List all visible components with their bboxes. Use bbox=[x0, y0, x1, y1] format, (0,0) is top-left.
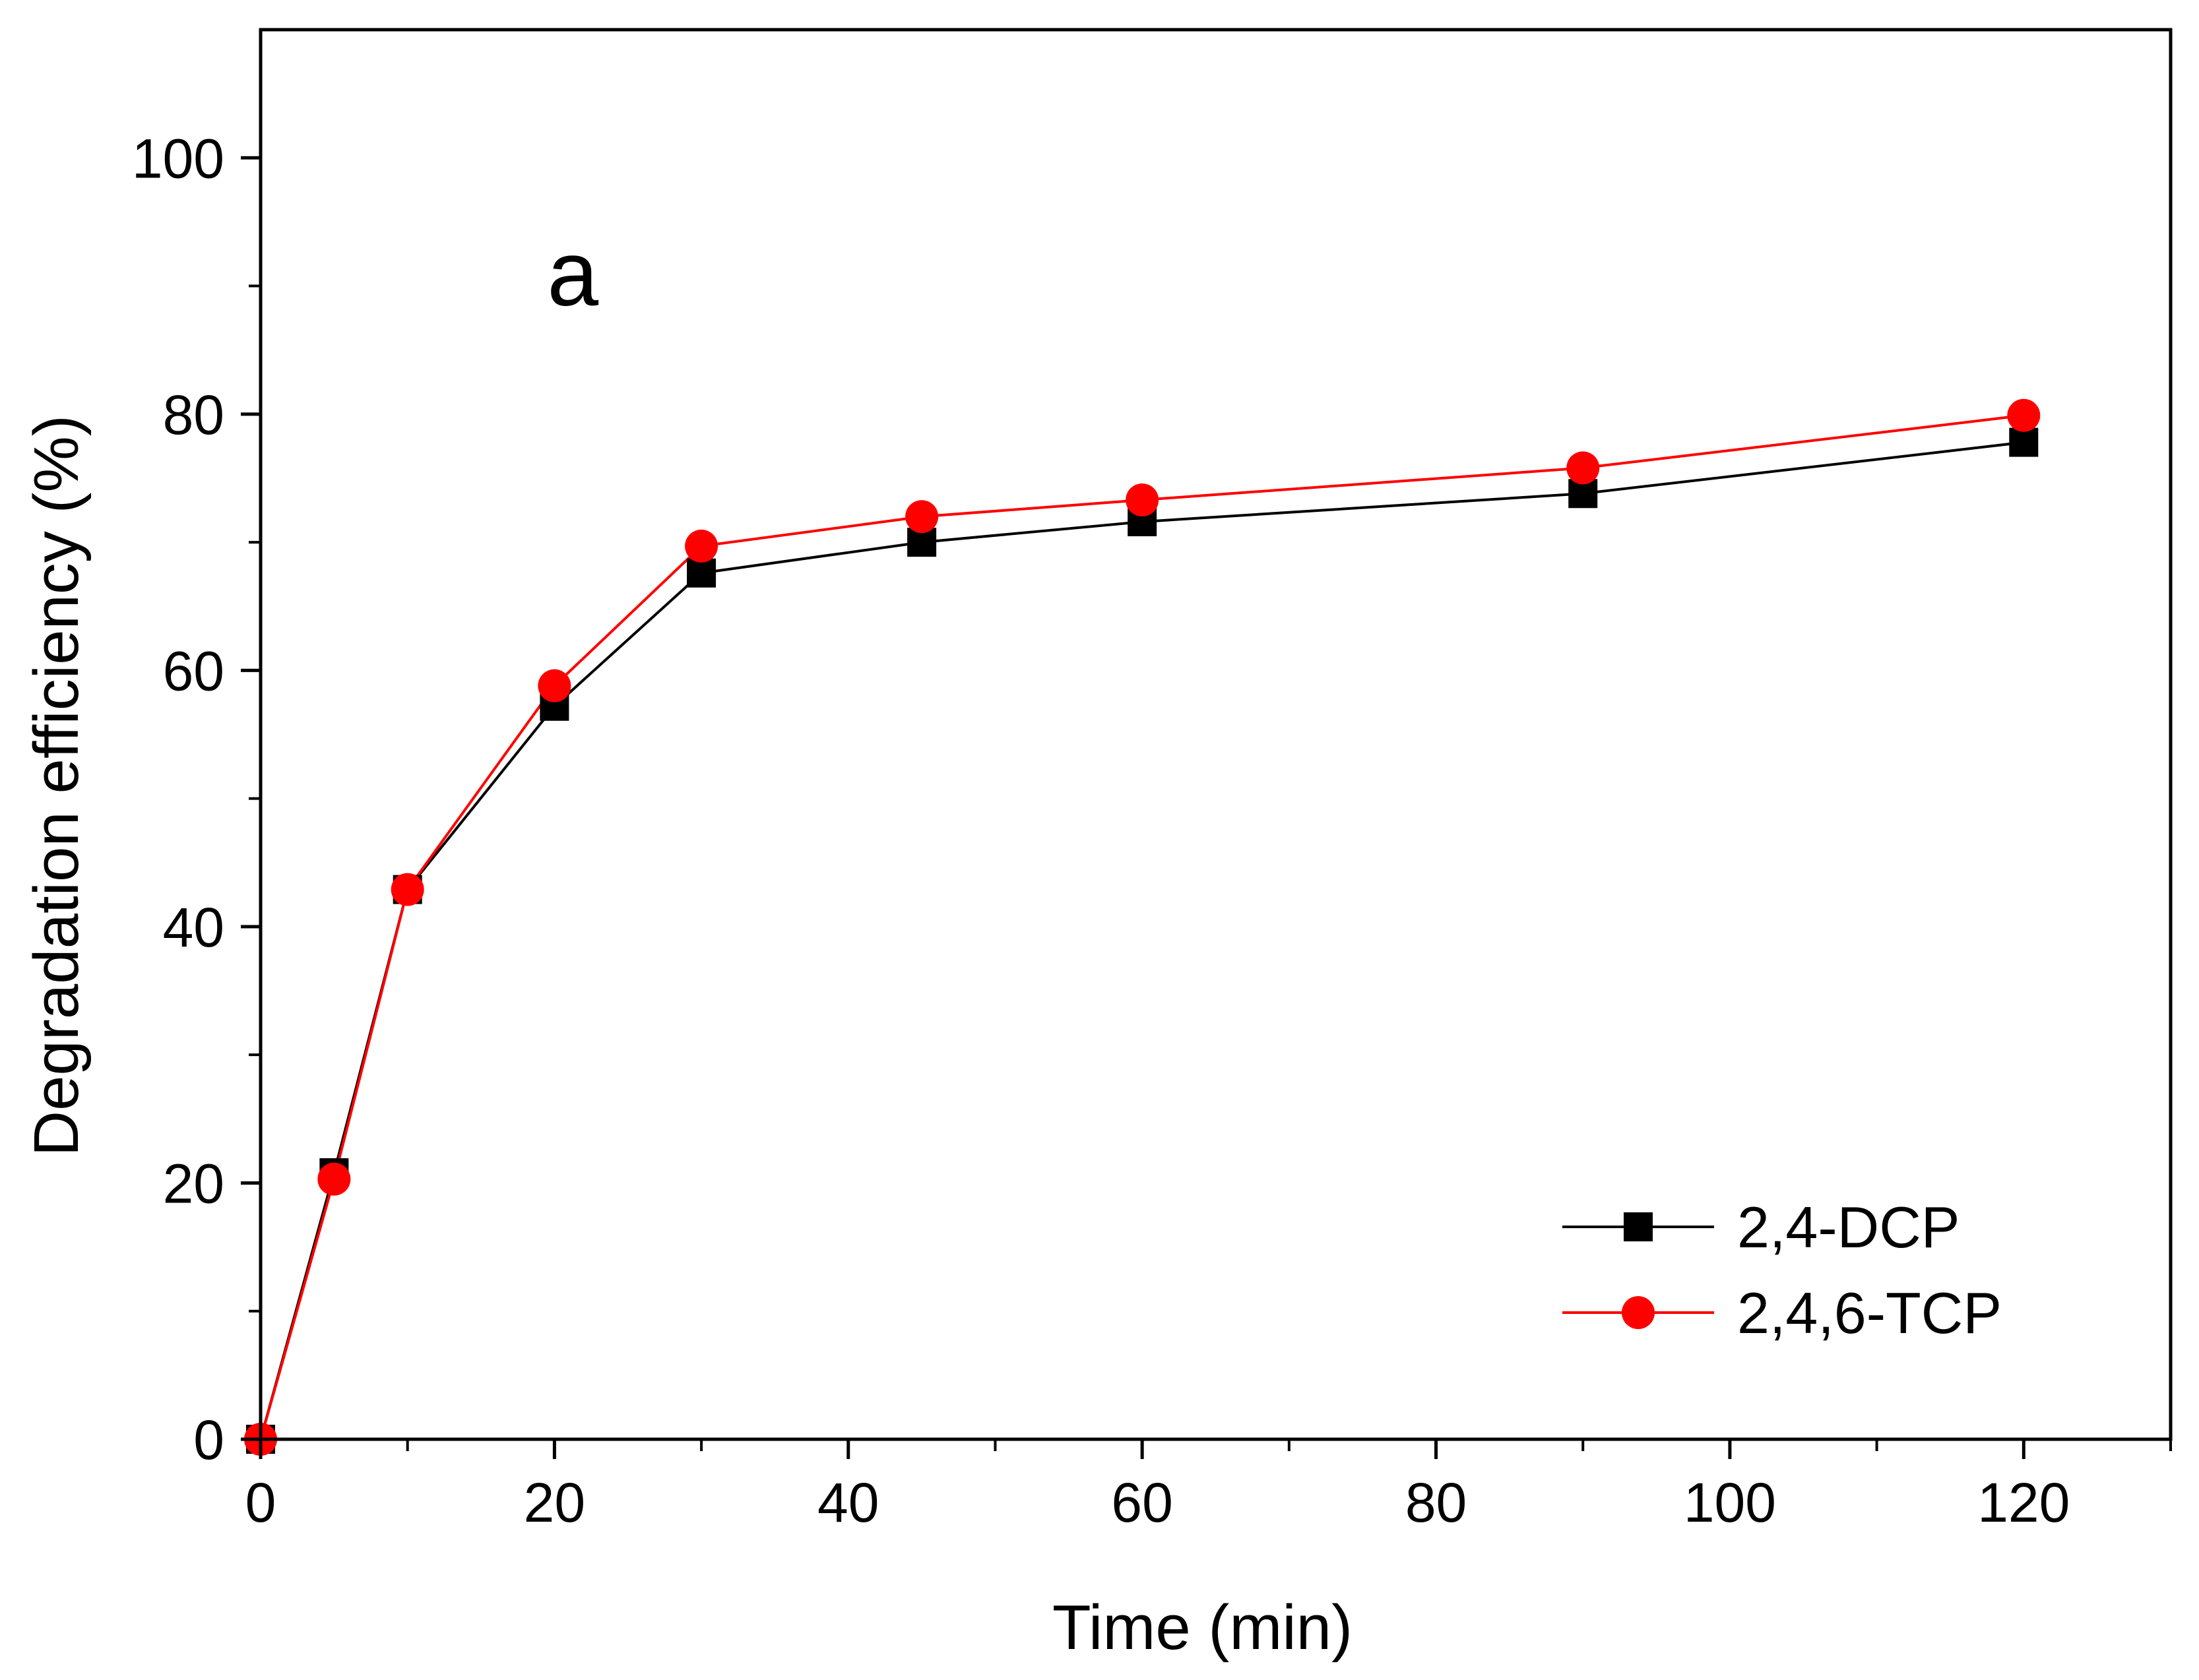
legend-marker bbox=[1622, 1296, 1655, 1329]
x-tick-labels: 0 20 40 60 80 100 120 bbox=[245, 1472, 2070, 1534]
data-point bbox=[1126, 483, 1159, 516]
data-point bbox=[687, 558, 717, 588]
y-tick-label: 100 bbox=[132, 127, 224, 189]
data-point bbox=[685, 529, 718, 563]
panel-label: a bbox=[547, 222, 598, 325]
data-point bbox=[2007, 398, 2041, 432]
data-point bbox=[2009, 427, 2039, 457]
x-tick-label: 0 bbox=[245, 1472, 276, 1534]
legend-marker bbox=[1624, 1212, 1653, 1241]
x-tick-label: 100 bbox=[1684, 1472, 1776, 1534]
x-tick-label: 120 bbox=[1977, 1472, 2070, 1534]
data-point bbox=[905, 500, 939, 534]
legend: 2,4-DCP 2,4,6-TCP bbox=[1562, 1195, 2002, 1346]
legend-label: 2,4-DCP bbox=[1737, 1195, 1960, 1260]
y-tick-label: 60 bbox=[163, 640, 224, 702]
y-tick-label: 20 bbox=[163, 1152, 224, 1214]
y-tick-labels: 0 20 40 60 80 100 bbox=[132, 127, 224, 1471]
data-point bbox=[538, 669, 571, 702]
x-tick-label: 80 bbox=[1405, 1472, 1467, 1534]
data-point bbox=[317, 1162, 351, 1196]
x-tick-label: 40 bbox=[817, 1472, 879, 1534]
y-axis-title: Degradation efficiency (%) bbox=[21, 415, 92, 1156]
data-point bbox=[391, 873, 424, 906]
plot-frame bbox=[259, 28, 2173, 1441]
y-tick-label: 40 bbox=[163, 896, 224, 958]
axis-ticks bbox=[241, 156, 2172, 1459]
x-tick-label: 20 bbox=[524, 1472, 585, 1534]
series-markers bbox=[244, 398, 2041, 1456]
legend-label: 2,4,6-TCP bbox=[1737, 1280, 2002, 1346]
data-point bbox=[1566, 451, 1600, 485]
y-tick-label: 80 bbox=[163, 384, 224, 446]
x-axis-title: Time (min) bbox=[1052, 1592, 1353, 1663]
y-tick-label: 0 bbox=[193, 1409, 224, 1471]
x-tick-label: 60 bbox=[1111, 1472, 1172, 1534]
